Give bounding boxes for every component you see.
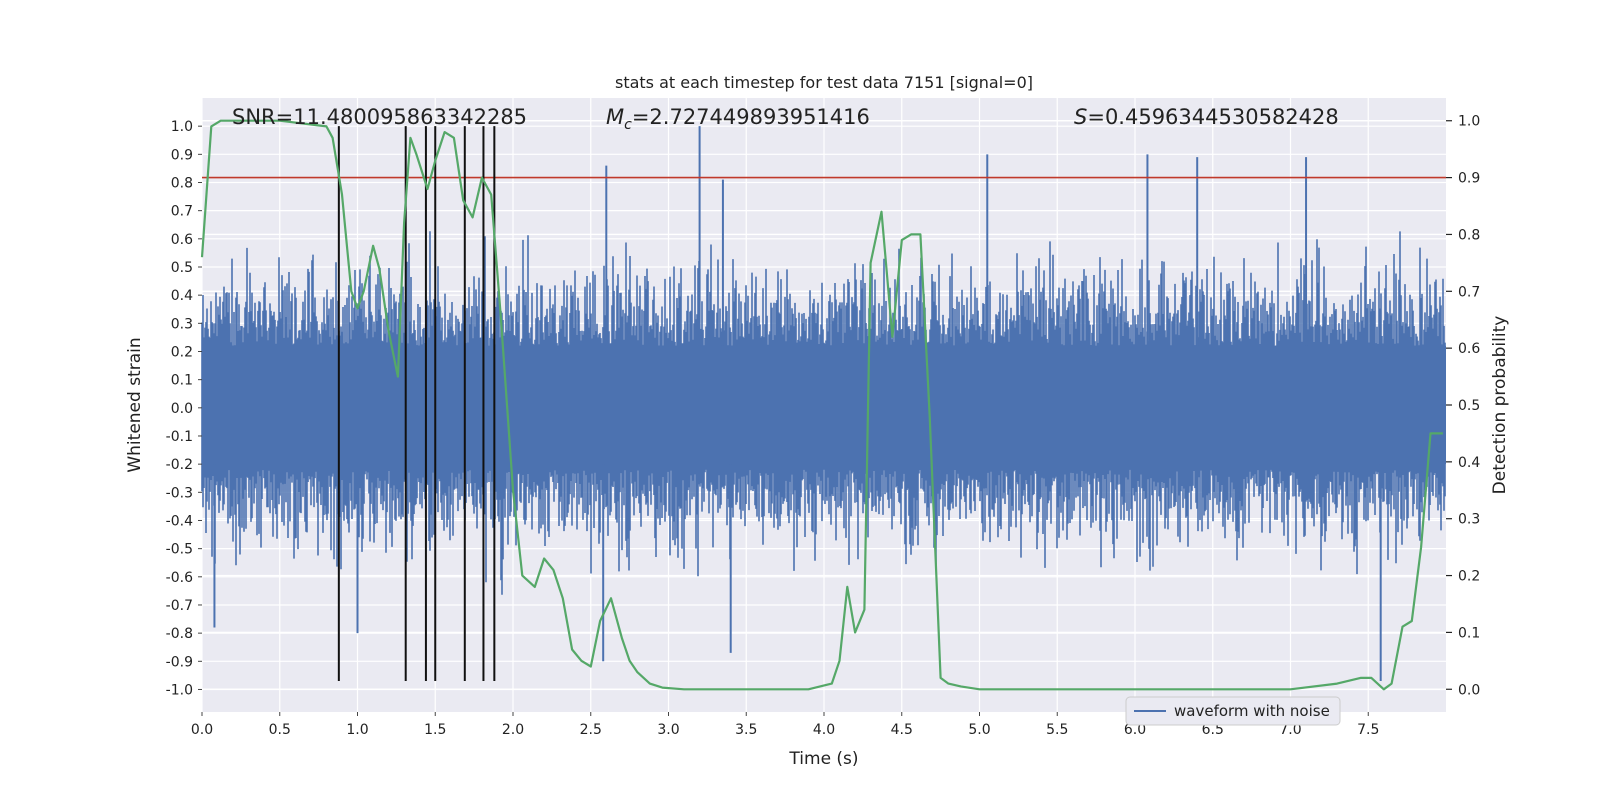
y2-tick-label: 0.6 — [1458, 341, 1480, 357]
s-value: =0.4596344530582428 — [1087, 105, 1338, 129]
x-axis-ticks: 0.0 0.5 1.0 1.5 2.0 2.5 3.0 3.5 4.0 4.5 5.0 5.5 6.0 6… — [191, 712, 1379, 738]
y-tick-label: 0.4 — [171, 288, 193, 304]
x-tick-label: 2.5 — [580, 722, 602, 738]
y-tick-label: -0.2 — [166, 457, 193, 473]
s-annotation: S=0.4596344530582428 — [1074, 105, 1339, 129]
y-tick-label: -0.1 — [166, 429, 193, 445]
probability-series — [200, 119, 1443, 691]
x-tick-label: 0.0 — [191, 722, 213, 738]
chirp-mass-symbol: M — [606, 105, 624, 129]
y2-tick-label: 0.1 — [1458, 625, 1480, 641]
x-tick-label: 3.0 — [657, 722, 679, 738]
y-tick-label: -0.3 — [166, 485, 193, 501]
x-tick-label: 4.5 — [891, 722, 913, 738]
y-tick-label: -0.5 — [166, 542, 193, 558]
y2-tick-label: 0.5 — [1458, 398, 1480, 414]
y-tick-label: -0.4 — [166, 513, 193, 529]
y2-tick-label: 1.0 — [1458, 114, 1480, 130]
y2-tick-label: 0.4 — [1458, 455, 1480, 471]
y2-tick-label: 0.3 — [1458, 512, 1480, 528]
x-tick-label: 7.0 — [1279, 722, 1301, 738]
y-tick-label: 1.0 — [171, 119, 193, 135]
y-tick-label: 0.1 — [171, 373, 193, 389]
s-symbol: S — [1074, 105, 1087, 129]
x-tick-label: 1.5 — [424, 722, 446, 738]
x-tick-label: 5.5 — [1046, 722, 1068, 738]
y-tick-label: -0.6 — [166, 570, 193, 586]
legend: waveform with noise — [1125, 696, 1341, 726]
y-tick-label: 0.7 — [171, 204, 193, 220]
legend-box — [1125, 696, 1341, 726]
chirp-mass-value: =2.727449893951416 — [632, 105, 870, 129]
y-tick-label: 0.0 — [171, 401, 193, 417]
y-tick-label: 0.9 — [171, 147, 193, 163]
x-tick-label: 6.0 — [1124, 722, 1146, 738]
y-tick-label: 0.6 — [171, 232, 193, 248]
chirp-mass-annotation: Mc=2.727449893951416 — [606, 105, 870, 133]
x-tick-label: 4.0 — [813, 722, 835, 738]
x-tick-label: 6.5 — [1202, 722, 1224, 738]
y-tick-label: 0.3 — [171, 316, 193, 332]
y2-tick-label: 0.7 — [1458, 284, 1480, 300]
x-tick-label: 2.0 — [502, 722, 524, 738]
y-tick-label: 0.5 — [171, 260, 193, 276]
probability-line — [200, 119, 1443, 691]
y-tick-label: -0.8 — [166, 626, 193, 642]
y-axis-ticks: 1.0 0.9 0.8 0.7 0.6 0.5 0.4 0.3 0.2 0.1 0.0 -0.1 -0.… — [166, 119, 202, 698]
y2-tick-label: 0.0 — [1458, 682, 1480, 698]
y2-tick-label: 0.2 — [1458, 569, 1480, 585]
x-tick-label: 7.5 — [1357, 722, 1379, 738]
y-axis-label: Whitened strain — [125, 337, 145, 472]
y-tick-label: -0.7 — [166, 598, 193, 614]
x-tick-label: 0.5 — [269, 722, 291, 738]
x-tick-label: 3.5 — [735, 722, 757, 738]
y-tick-label: 0.2 — [171, 344, 193, 360]
x-tick-label: 5.0 — [968, 722, 990, 738]
y-tick-label: -1.0 — [166, 682, 193, 698]
y-tick-label: 0.8 — [171, 175, 193, 191]
y2-axis-ticks: 1.0 0.9 0.8 0.7 0.6 0.5 0.4 0.3 0.2 0.1 0.0 — [1446, 114, 1480, 698]
waveform-series — [201, 126, 1446, 682]
event-markers — [337, 126, 496, 682]
y2-axis-label: Detection probability — [1490, 316, 1510, 495]
x-tick-label: 1.0 — [346, 722, 368, 738]
snr-annotation: SNR=11.480095863342285 — [232, 105, 527, 129]
y2-tick-label: 0.9 — [1458, 171, 1480, 187]
chirp-mass-subscript: c — [624, 117, 632, 133]
waveform-core-band — [202, 345, 1446, 465]
legend-label: waveform with noise — [1174, 702, 1330, 720]
chart-title: stats at each timestep for test data 715… — [615, 73, 1033, 92]
y2-tick-label: 0.8 — [1458, 227, 1480, 243]
y-tick-label: -0.9 — [166, 654, 193, 670]
x-axis-label: Time (s) — [788, 749, 858, 769]
